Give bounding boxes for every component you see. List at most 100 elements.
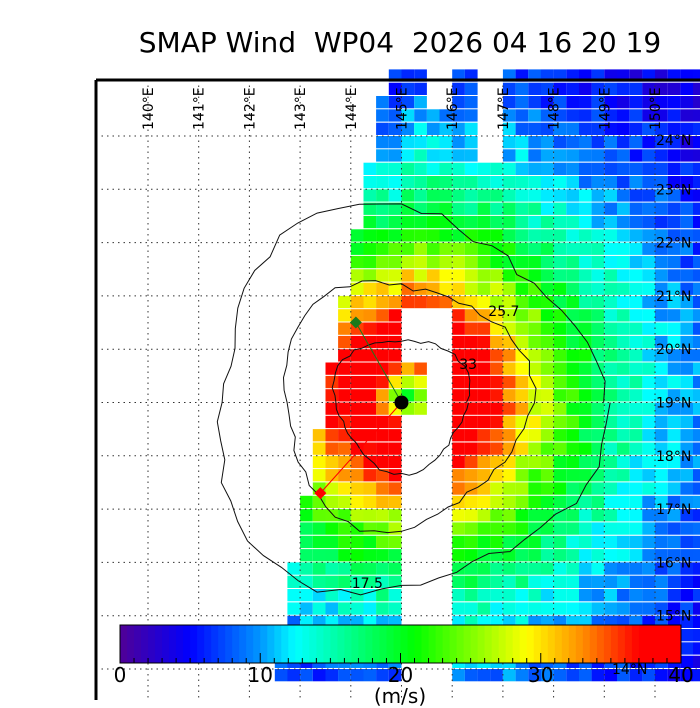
wind-cell <box>540 149 554 162</box>
wind-cell <box>325 469 339 482</box>
wind-cell <box>464 669 478 682</box>
wind-cell <box>477 669 491 682</box>
wind-cell <box>515 509 529 522</box>
wind-cell <box>338 575 351 588</box>
wind-cell <box>325 389 339 402</box>
wind-cell <box>363 575 377 588</box>
wind-cell <box>502 136 516 149</box>
wind-cell <box>579 575 592 588</box>
wind-cell <box>490 602 503 615</box>
wind-cell <box>629 669 643 682</box>
wind-cell <box>617 349 630 362</box>
wind-cell <box>604 349 617 362</box>
wind-cell <box>617 482 630 495</box>
wind-cell <box>566 215 579 229</box>
wind-cell <box>553 549 567 562</box>
green-diamond-marker <box>349 316 362 329</box>
wind-cell <box>515 455 529 469</box>
colorbar-segment <box>428 625 437 663</box>
wind-cell <box>591 562 605 575</box>
wind-cell <box>528 295 541 309</box>
wind-cell <box>591 415 605 429</box>
wind-cell <box>502 522 516 535</box>
wind-cell <box>566 429 579 442</box>
colorbar-segment <box>239 625 247 663</box>
wind-cell <box>502 429 516 442</box>
wind-cell <box>464 309 478 322</box>
wind-cell <box>693 149 700 162</box>
wind-cell <box>655 482 668 495</box>
wind-cell <box>604 189 617 202</box>
wind-cell <box>490 335 503 349</box>
wind-cell <box>464 389 478 402</box>
wind-cell <box>642 429 655 442</box>
wind-cell <box>363 589 377 602</box>
wind-cell <box>363 375 377 389</box>
wind-cell <box>388 282 402 295</box>
wind-cell <box>376 202 389 215</box>
wind-cell <box>566 122 579 135</box>
wind-cell <box>426 269 440 282</box>
wind-cell <box>540 442 554 455</box>
lon-label: 142°E <box>242 87 258 130</box>
wind-cell <box>579 669 592 682</box>
wind-cell <box>388 589 402 602</box>
wind-cell <box>477 495 491 509</box>
radius-line <box>320 402 402 494</box>
wind-cell <box>363 602 377 615</box>
wind-cell <box>401 215 415 229</box>
wind-cell <box>540 669 554 682</box>
wind-cell <box>490 415 503 429</box>
wind-cell <box>655 149 668 162</box>
wind-cell <box>566 549 579 562</box>
wind-cell <box>693 495 700 509</box>
wind-cell <box>540 495 554 509</box>
wind-cell <box>680 282 694 295</box>
wind-cell <box>617 82 630 95</box>
wind-cell <box>452 602 465 615</box>
wind-cell <box>617 282 630 295</box>
wind-cell <box>363 189 377 202</box>
wind-cell <box>553 522 567 535</box>
wind-cell <box>376 136 389 149</box>
wind-cell <box>515 602 529 615</box>
wind-cell <box>376 229 389 242</box>
wind-cell <box>540 82 554 95</box>
wind-cell <box>667 269 681 282</box>
wind-cell <box>426 109 440 122</box>
wind-cell <box>464 602 478 615</box>
wind-cell <box>490 469 503 482</box>
wind-cell <box>579 269 592 282</box>
wind-cell <box>667 189 681 202</box>
wind-cell <box>388 429 402 442</box>
wind-cell <box>350 549 364 562</box>
wind-cell <box>655 269 668 282</box>
wind-cell <box>579 562 592 575</box>
wind-cell <box>629 282 643 295</box>
wind-cell <box>680 136 694 149</box>
wind-cell <box>680 589 694 602</box>
wind-cell <box>452 562 465 575</box>
wind-cell <box>502 176 516 189</box>
wind-cell <box>350 455 364 469</box>
wind-cell <box>439 136 453 149</box>
wind-cell <box>553 122 567 135</box>
wind-cell <box>363 322 377 335</box>
wind-cell <box>350 389 364 402</box>
wind-cell <box>655 295 668 309</box>
lat-label: 23°N <box>656 182 691 198</box>
wind-cell <box>388 415 402 429</box>
wind-cell <box>667 229 681 242</box>
colorbar-segment <box>435 625 444 663</box>
wind-cell <box>617 389 630 402</box>
wind-cell <box>515 429 529 442</box>
wind-cell <box>680 255 694 269</box>
wind-cell <box>642 322 655 335</box>
lat-label: 19°N <box>656 396 691 412</box>
wind-cell <box>629 415 643 429</box>
lat-label: 22°N <box>656 236 691 252</box>
colorbar-tick-label: 20 <box>387 663 414 687</box>
wind-cell <box>540 96 554 109</box>
colorbar-segment <box>267 625 275 663</box>
wind-cell <box>414 389 427 402</box>
